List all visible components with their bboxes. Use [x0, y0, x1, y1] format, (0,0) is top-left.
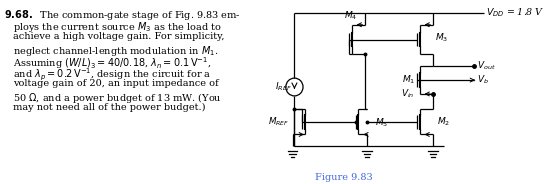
Text: achieve a high voltage gain. For simplicity,: achieve a high voltage gain. For simplic… — [13, 32, 225, 41]
Text: $\mathbf{9.68.}$  The common-gate stage of Fig. 9.83 em-: $\mathbf{9.68.}$ The common-gate stage o… — [4, 8, 241, 22]
Text: and $\lambda_p = 0.2\,\mathrm{V}^{-1}$, design the circuit for a: and $\lambda_p = 0.2\,\mathrm{V}^{-1}$, … — [13, 67, 212, 83]
Text: ploys the current source $M_3$ as the load to: ploys the current source $M_3$ as the lo… — [13, 20, 222, 34]
Text: $M_3$: $M_3$ — [435, 31, 448, 44]
Text: $M_2$: $M_2$ — [437, 115, 450, 128]
Text: $M_4$: $M_4$ — [344, 9, 358, 22]
Text: $V_{DD}$ = 1.8 V: $V_{DD}$ = 1.8 V — [486, 7, 544, 19]
Text: may not need all of the power budget.): may not need all of the power budget.) — [13, 103, 206, 112]
Text: neglect channel-length modulation in $M_1$.: neglect channel-length modulation in $M_… — [13, 43, 219, 58]
Text: Figure 9.83: Figure 9.83 — [315, 173, 373, 182]
Text: 50 $\Omega$, and a power budget of 13 mW. (You: 50 $\Omega$, and a power budget of 13 mW… — [13, 91, 222, 105]
Text: $M_1$: $M_1$ — [402, 74, 415, 86]
Text: $V_{out}$: $V_{out}$ — [477, 60, 496, 72]
Text: $M_{REF}$: $M_{REF}$ — [268, 115, 290, 128]
Text: Assuming $(W/L)_3 = 40/0.18$, $\lambda_n = 0.1\,\mathrm{V}^{-1}$,: Assuming $(W/L)_3 = 40/0.18$, $\lambda_n… — [13, 55, 212, 71]
Text: voltage gain of 20, an input impedance of: voltage gain of 20, an input impedance o… — [13, 79, 219, 88]
Text: $V_{in}$: $V_{in}$ — [401, 88, 415, 100]
Text: $V_b$: $V_b$ — [477, 74, 489, 86]
Text: $I_{REF}$: $I_{REF}$ — [275, 81, 291, 93]
Text: $M_5$: $M_5$ — [375, 116, 388, 129]
